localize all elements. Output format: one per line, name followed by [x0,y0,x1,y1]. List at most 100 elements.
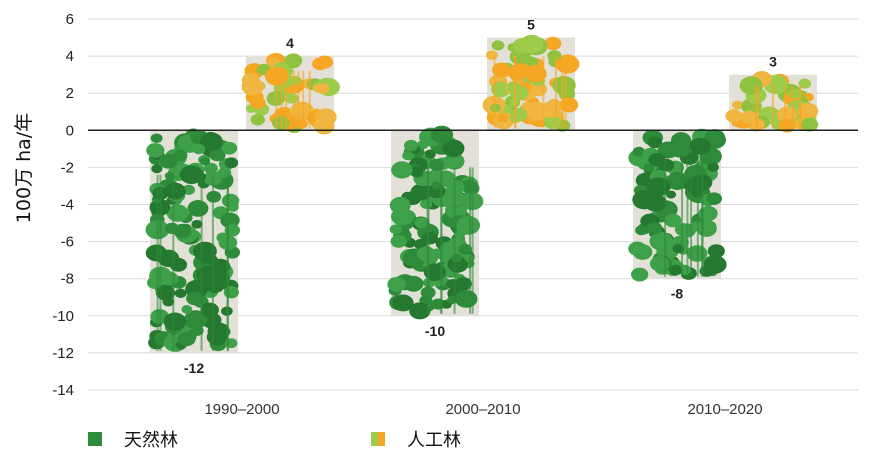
canopy-blob [706,192,723,205]
bar-texture [387,125,484,320]
canopy-blob [451,253,463,263]
canopy-blob [151,164,163,174]
data-label-natural: -8 [671,286,684,302]
canopy-blob [217,167,232,179]
canopy-blob [192,143,206,155]
canopy-blob [652,238,664,248]
canopy-blob [312,57,328,71]
trunk [542,56,545,129]
y-tick-label: 2 [66,85,74,102]
canopy-blob [420,199,433,209]
bar-texture [482,34,580,132]
trunk [690,159,693,277]
canopy-blob [181,305,193,314]
canopy-blob [424,149,436,159]
canopy-blob [387,276,406,292]
canopy-blob [632,146,646,157]
canopy-blob [646,221,663,235]
y-tick-label: 0 [66,122,74,139]
trunk [701,159,704,277]
y-tick-label: 4 [66,48,74,65]
trunk [275,70,278,129]
canopy-blob [203,162,218,175]
canopy-blob [668,264,683,276]
canopy-blob [173,223,192,239]
canopy-blob [284,53,303,68]
y-tick-label: -12 [52,345,74,362]
canopy-blob [173,149,188,162]
canopy-blob [454,277,472,291]
canopy-blob [192,241,217,261]
canopy-blob [155,285,176,301]
canopy-blob [443,153,465,170]
chart-canvas: 6 4 2 0 -2 -4 -6 -8 -10 -12 -14 1990–2000 2000–2010… [13,11,858,418]
canopy-blob [193,171,207,182]
canopy-blob [509,85,529,101]
canopy-blob [163,312,187,331]
canopy-blob [199,157,211,166]
canopy-blob [547,50,562,62]
canopy-blob [402,150,415,161]
trunk [453,167,456,314]
canopy-blob [414,217,429,229]
data-label-planted: 3 [769,54,777,70]
trunk [297,70,300,129]
canopy-blob [206,328,228,346]
canopy-blob [315,83,330,94]
canopy-blob [211,139,223,149]
trunk [493,56,496,129]
canopy-blob [200,302,219,318]
bars [145,34,819,353]
legend-label-planted: 人工林 [407,430,461,451]
canopy-blob [632,244,653,260]
canopy-blob [224,157,239,169]
trunk [686,159,689,277]
x-tick-label: 2010–2020 [687,401,762,418]
y-tick-label: 6 [66,11,74,28]
canopy-blob [657,141,679,159]
canopy-blob [552,76,576,95]
x-tick-labels: 1990–2000 2000–2010 2010–2020 [204,401,762,418]
canopy-blob [187,200,209,217]
y-tick-labels: 6 4 2 0 -2 -4 -6 -8 -10 -12 -14 [52,11,74,399]
trunk [755,85,758,129]
canopy-blob [778,118,796,133]
canopy-blob [664,213,682,228]
trunk [226,174,229,351]
canopy-blob [289,75,302,86]
canopy-blob [559,97,579,113]
canopy-blob [196,265,220,285]
legend-item-natural: 天然林 [88,427,178,451]
trunk [302,70,305,129]
data-label-planted: 4 [286,35,294,51]
legend-swatch-natural [88,432,102,446]
canopy-blob [442,139,465,158]
y-tick-label: -2 [61,159,74,176]
canopy-blob [391,161,413,179]
canopy-blob [174,288,187,298]
trunk [156,174,159,351]
canopy-blob [145,244,167,262]
canopy-blob [169,257,188,272]
canopy-blob [313,117,335,135]
trunk [471,167,474,314]
trunk [664,159,667,277]
trunk [284,70,287,129]
canopy-blob [455,289,478,308]
canopy-blob [456,215,481,235]
canopy-blob [250,113,265,126]
trunk [514,56,517,129]
bar-texture [145,128,241,352]
canopy-blob [491,81,511,98]
trunk [211,174,214,351]
canopy-blob [447,295,458,305]
canopy-blob [422,231,438,245]
canopy-blob [649,255,670,272]
canopy-blob [223,286,239,299]
bar-texture [725,70,819,133]
y-tick-label: -8 [61,271,74,288]
trunk [784,85,787,129]
canopy-blob [666,190,677,199]
canopy-blob [150,133,163,144]
canopy-blob [191,219,203,229]
